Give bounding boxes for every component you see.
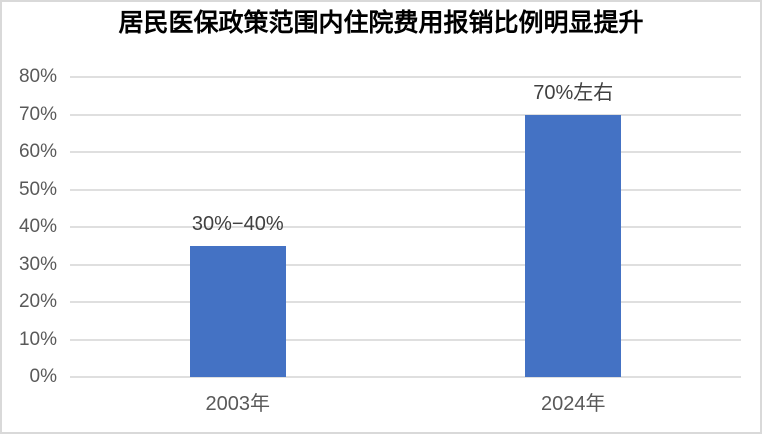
y-tick-label-40: 40%: [18, 216, 57, 237]
gridline-20: [70, 301, 741, 303]
data-label-2003年: 30%−40%: [191, 212, 284, 235]
gridline-10: [70, 338, 741, 341]
y-tick-label-0: 0%: [29, 366, 57, 387]
gridline-60: [70, 151, 741, 153]
y-tick-label-70: 70%: [18, 103, 57, 125]
y-tick-label-20: 20%: [18, 291, 57, 312]
bar-2003年: [189, 245, 286, 377]
x-category-label-2003年: 2003年: [205, 393, 271, 415]
gridline-30: [70, 263, 741, 266]
gridline-40: [70, 226, 741, 228]
bar-2024年: [525, 114, 622, 377]
data-label-2024年: 70%左右: [533, 81, 614, 104]
y-tick-label-60: 60%: [18, 141, 57, 162]
plot-area: [70, 76, 741, 378]
y-tick-label-30: 30%: [18, 253, 57, 275]
gridline-80: [70, 76, 741, 78]
y-tick-label-10: 10%: [18, 328, 57, 350]
x-category-label-2024年: 2024年: [541, 393, 606, 415]
chart-title: 居民医保政策范围内住院费用报销比例明显提升: [118, 9, 644, 37]
y-tick-label-80: 80%: [18, 66, 57, 87]
gridline-0: [70, 376, 741, 378]
gridline-50: [70, 188, 741, 191]
y-tick-label-50: 50%: [18, 178, 57, 200]
gridline-70: [70, 113, 741, 116]
